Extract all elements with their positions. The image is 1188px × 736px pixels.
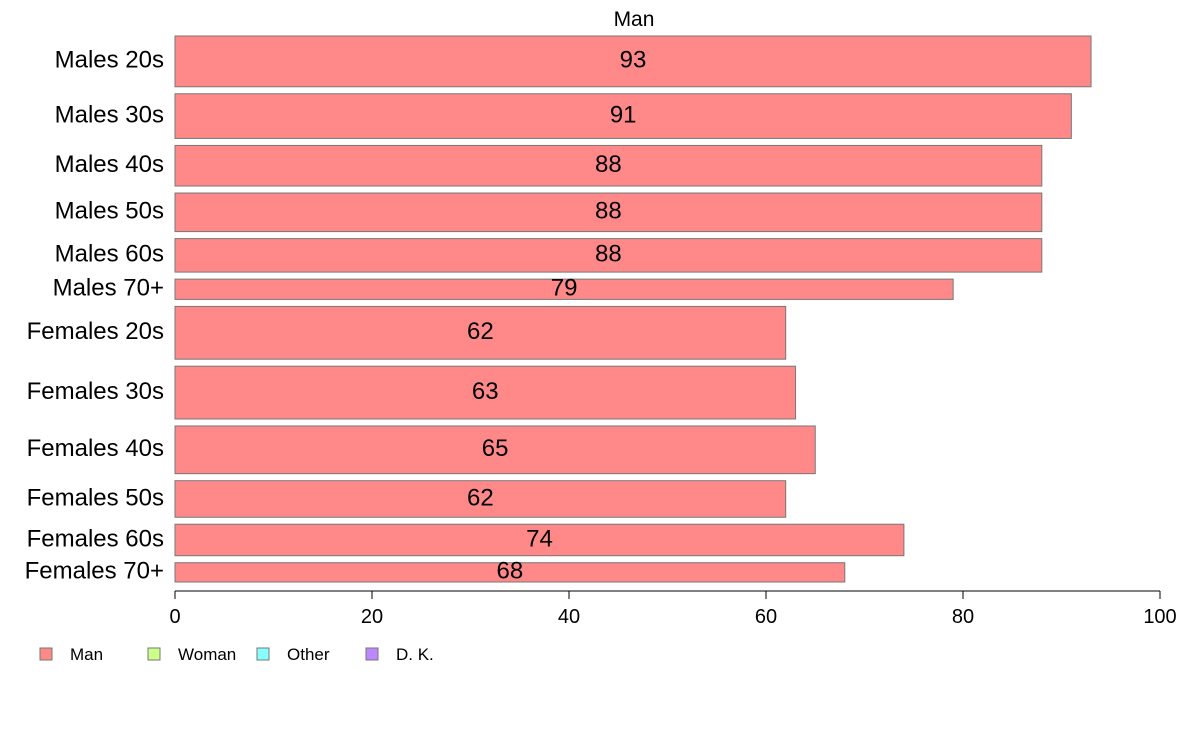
x-tick-label: 40 bbox=[558, 606, 580, 628]
category-label: Females 40s bbox=[27, 435, 164, 462]
legend-swatch bbox=[39, 647, 53, 661]
x-axis: 0 20 40 60 80 100 bbox=[169, 590, 1177, 628]
chart-title: Man bbox=[614, 8, 655, 31]
bar-11 bbox=[174, 562, 846, 583]
bar-7 bbox=[174, 365, 797, 420]
value-label: 74 bbox=[526, 525, 553, 552]
x-tick-label: 60 bbox=[755, 606, 777, 628]
legend: Man Woman Other D. K. bbox=[39, 645, 434, 664]
value-label: 79 bbox=[551, 275, 578, 302]
value-label: 88 bbox=[595, 151, 622, 178]
category-label: Males 70+ bbox=[53, 275, 164, 302]
value-label: 93 bbox=[620, 47, 647, 74]
value-label: 62 bbox=[467, 484, 494, 511]
category-label: Males 20s bbox=[55, 47, 164, 74]
bar-1 bbox=[174, 93, 1072, 139]
bars-group: Males 20s 93 Males 30s 91 Males 40s 88 Males 5… bbox=[25, 35, 1092, 585]
legend-swatch bbox=[256, 647, 270, 661]
x-tick-label: 0 bbox=[169, 606, 180, 628]
category-label: Males 30s bbox=[55, 101, 164, 128]
category-label: Females 20s bbox=[27, 318, 164, 345]
value-label: 63 bbox=[472, 378, 499, 405]
value-label: 88 bbox=[595, 241, 622, 268]
bar-5 bbox=[174, 278, 954, 300]
legend-swatch bbox=[365, 647, 379, 661]
value-label: 88 bbox=[595, 198, 622, 225]
x-tick-label: 100 bbox=[1143, 606, 1176, 628]
x-tick-label: 20 bbox=[361, 606, 383, 628]
value-label: 62 bbox=[467, 318, 494, 345]
category-label: Males 40s bbox=[55, 151, 164, 178]
category-label: Males 50s bbox=[55, 198, 164, 225]
category-label: Females 30s bbox=[27, 378, 164, 405]
legend-label: Man bbox=[70, 645, 103, 664]
x-tick-label: 80 bbox=[952, 606, 974, 628]
value-label: 91 bbox=[610, 101, 637, 128]
bar-0 bbox=[174, 35, 1092, 88]
bar-10 bbox=[174, 523, 905, 557]
bar-6 bbox=[174, 305, 787, 360]
category-label: Males 60s bbox=[55, 241, 164, 268]
category-label: Females 70+ bbox=[25, 558, 164, 585]
category-label: Females 50s bbox=[27, 484, 164, 511]
legend-label: Other bbox=[287, 645, 330, 664]
legend-label: D. K. bbox=[396, 645, 434, 664]
bar-4 bbox=[174, 238, 1043, 273]
legend-label: Woman bbox=[178, 645, 236, 664]
value-label: 68 bbox=[497, 558, 524, 585]
legend-swatch bbox=[147, 647, 161, 661]
bar-9 bbox=[174, 480, 787, 518]
value-label: 65 bbox=[482, 435, 509, 462]
category-label: Females 60s bbox=[27, 525, 164, 552]
bar-2 bbox=[174, 144, 1043, 187]
bar-3 bbox=[174, 192, 1043, 233]
bar-8 bbox=[174, 425, 816, 475]
